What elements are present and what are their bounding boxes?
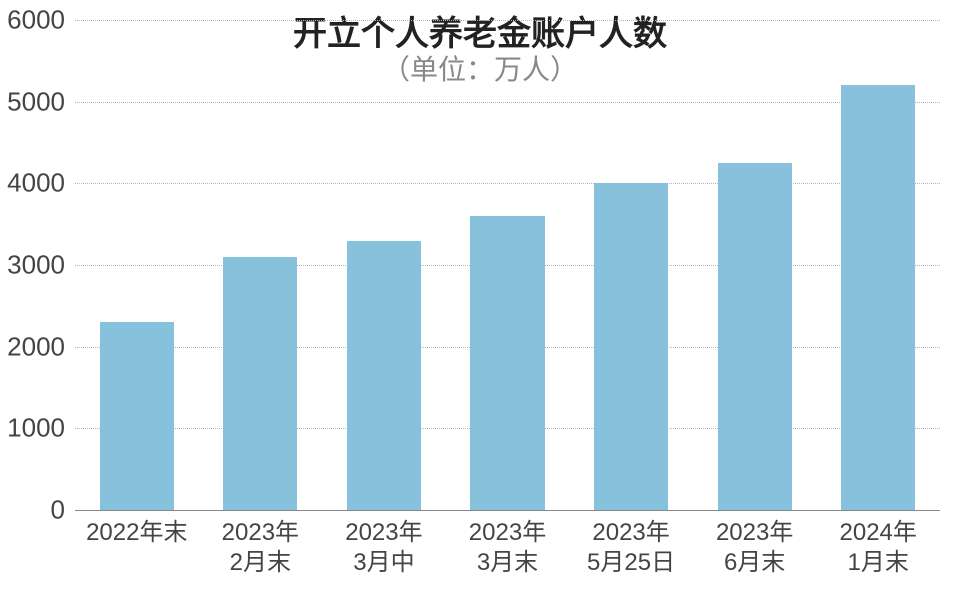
x-tick-label: 2023年3月中 bbox=[345, 510, 422, 578]
bar bbox=[718, 163, 792, 510]
x-tick-label: 2023年3月末 bbox=[469, 510, 546, 578]
y-tick-label: 1000 bbox=[7, 413, 65, 444]
x-tick-label: 2023年2月末 bbox=[222, 510, 299, 578]
plot-area: 01000200030004000500060002022年末2023年2月末2… bbox=[75, 20, 940, 510]
x-tick-label: 2023年5月25日 bbox=[587, 510, 675, 578]
bar bbox=[223, 257, 297, 510]
y-tick-label: 5000 bbox=[7, 86, 65, 117]
bar bbox=[594, 183, 668, 510]
bar bbox=[470, 216, 544, 510]
chart-container: 开立个人养老金账户人数 （单位：万人） 01000200030004000500… bbox=[0, 0, 960, 602]
x-tick-label: 2023年6月末 bbox=[716, 510, 793, 578]
x-tick-label: 2022年末 bbox=[86, 510, 187, 548]
bar bbox=[841, 85, 915, 510]
y-tick-label: 4000 bbox=[7, 168, 65, 199]
gridline bbox=[75, 183, 940, 184]
bar bbox=[100, 322, 174, 510]
y-tick-label: 3000 bbox=[7, 250, 65, 281]
y-tick-label: 6000 bbox=[7, 5, 65, 36]
gridline bbox=[75, 102, 940, 103]
gridline bbox=[75, 20, 940, 21]
bar bbox=[347, 241, 421, 511]
x-tick-label: 2024年1月末 bbox=[840, 510, 917, 578]
y-tick-label: 0 bbox=[51, 495, 65, 526]
y-tick-label: 2000 bbox=[7, 331, 65, 362]
